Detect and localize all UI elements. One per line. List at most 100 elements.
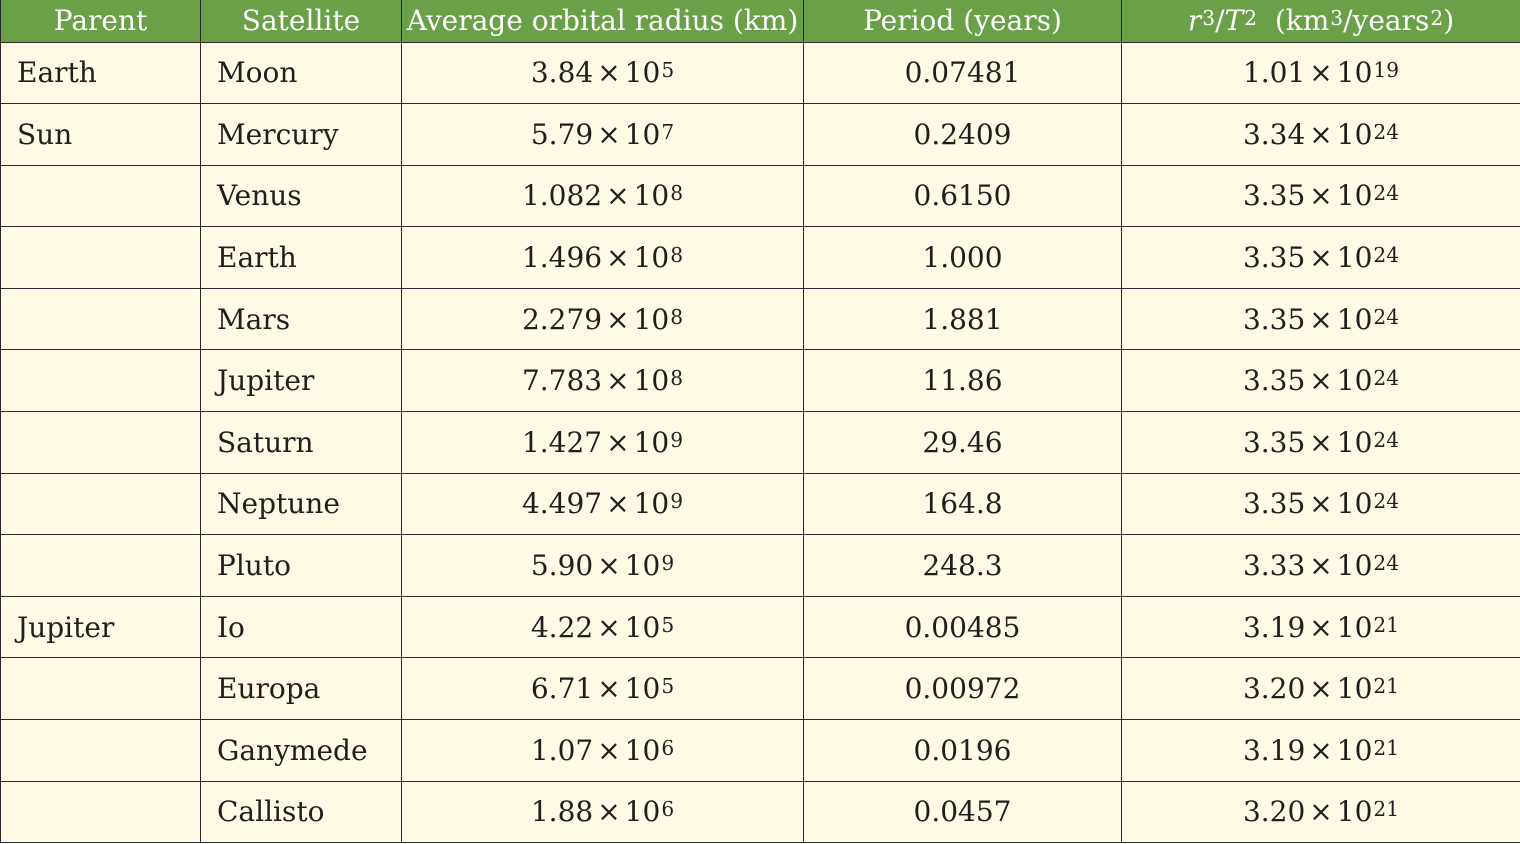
orbital-radius-cell: 3.84 × 105 bbox=[401, 41, 804, 105]
radius-exponent: 5 bbox=[661, 58, 675, 83]
ratio-cell: 3.35 × 1024 bbox=[1121, 411, 1520, 474]
radius-mantissa: 1.07 bbox=[530, 733, 594, 767]
header-ratio-unit-open: (km bbox=[1274, 3, 1330, 37]
header-ratio-t: T bbox=[1224, 3, 1244, 37]
ratio-exponent: 19 bbox=[1373, 58, 1400, 83]
ratio-base: 10 bbox=[1336, 795, 1373, 829]
times-sign: × bbox=[606, 425, 630, 459]
orbital-radius-cell: 5.79 × 107 bbox=[401, 103, 804, 166]
table-row: Europa 6.71 × 105 0.00972 3.20 × 1021 bbox=[0, 657, 1520, 721]
ratio-exponent: 24 bbox=[1373, 243, 1400, 268]
radius-mantissa: 1.082 bbox=[521, 179, 603, 213]
radius-exponent: 7 bbox=[661, 119, 675, 144]
period-cell: 11.86 bbox=[803, 349, 1122, 413]
period-cell: 1.000 bbox=[803, 226, 1122, 289]
header-ratio-t-exp: 2 bbox=[1244, 5, 1258, 30]
radius-mantissa: 1.88 bbox=[530, 795, 594, 829]
ratio-cell: 3.35 × 1024 bbox=[1121, 349, 1520, 413]
satellite-cell: Mercury bbox=[200, 103, 402, 166]
header-ratio: r3/T2 (km3/years2) bbox=[1121, 0, 1520, 43]
ratio-cell: 3.35 × 1024 bbox=[1121, 472, 1520, 536]
ratio-exponent: 21 bbox=[1373, 735, 1400, 760]
times-sign: × bbox=[606, 302, 630, 336]
table-row: Saturn 1.427 × 109 29.46 3.35 × 1024 bbox=[0, 411, 1520, 474]
orbital-radius-cell: 4.497 × 109 bbox=[401, 472, 804, 536]
radius-exponent: 9 bbox=[661, 551, 675, 576]
radius-base: 10 bbox=[624, 672, 661, 706]
orbital-radius-cell: 7.783 × 108 bbox=[401, 349, 804, 413]
orbital-radius-cell: 1.496 × 108 bbox=[401, 226, 804, 289]
radius-mantissa: 7.783 bbox=[521, 364, 603, 398]
ratio-cell: 3.19 × 1021 bbox=[1121, 595, 1520, 659]
period-cell: 0.2409 bbox=[803, 103, 1122, 166]
times-sign: × bbox=[597, 733, 621, 767]
radius-base: 10 bbox=[624, 56, 661, 90]
ratio-base: 10 bbox=[1336, 425, 1373, 459]
header-ratio-slash: / bbox=[1215, 3, 1225, 37]
ratio-cell: 3.35 × 1024 bbox=[1121, 164, 1520, 228]
ratio-exponent: 24 bbox=[1373, 427, 1400, 452]
period-cell: 0.00485 bbox=[803, 595, 1122, 659]
ratio-mantissa: 3.34 bbox=[1242, 117, 1306, 151]
times-sign: × bbox=[1309, 795, 1333, 829]
ratio-cell: 3.33 × 1024 bbox=[1121, 534, 1520, 597]
parent-cell: Sun bbox=[0, 103, 201, 166]
times-sign: × bbox=[597, 117, 621, 151]
times-sign: × bbox=[1309, 549, 1333, 583]
times-sign: × bbox=[1309, 117, 1333, 151]
ratio-mantissa: 3.35 bbox=[1242, 487, 1306, 521]
radius-base: 10 bbox=[633, 364, 670, 398]
ratio-mantissa: 3.35 bbox=[1242, 425, 1306, 459]
radius-mantissa: 5.90 bbox=[530, 549, 594, 583]
radius-exponent: 9 bbox=[670, 427, 684, 452]
radius-exponent: 8 bbox=[670, 366, 684, 391]
period-cell: 0.6150 bbox=[803, 164, 1122, 228]
ratio-base: 10 bbox=[1336, 302, 1373, 336]
radius-mantissa: 4.497 bbox=[521, 487, 603, 521]
times-sign: × bbox=[597, 795, 621, 829]
ratio-exponent: 24 bbox=[1373, 181, 1400, 206]
orbital-radius-cell: 5.90 × 109 bbox=[401, 534, 804, 597]
table-body: Earth Moon 3.84 × 105 0.07481 1.01 × 1019 Su… bbox=[0, 41, 1520, 844]
times-sign: × bbox=[1309, 241, 1333, 275]
ratio-base: 10 bbox=[1336, 364, 1373, 398]
parent-cell bbox=[0, 226, 201, 289]
ratio-mantissa: 3.35 bbox=[1242, 302, 1306, 336]
period-cell: 1.881 bbox=[803, 287, 1122, 351]
times-sign: × bbox=[1309, 56, 1333, 90]
table-row: Earth 1.496 × 108 1.000 3.35 × 1024 bbox=[0, 226, 1520, 289]
header-ratio-unit-exp1: 3 bbox=[1330, 5, 1344, 30]
header-ratio-r-exp: 3 bbox=[1202, 5, 1216, 30]
ratio-mantissa: 3.35 bbox=[1242, 364, 1306, 398]
period-cell: 0.07481 bbox=[803, 41, 1122, 105]
table-header: Parent Satellite Average orbital radius … bbox=[0, 0, 1520, 43]
ratio-base: 10 bbox=[1336, 56, 1373, 90]
orbital-radius-cell: 1.07 × 106 bbox=[401, 719, 804, 782]
radius-base: 10 bbox=[633, 425, 670, 459]
ratio-cell: 3.35 × 1024 bbox=[1121, 287, 1520, 351]
radius-mantissa: 2.279 bbox=[521, 302, 603, 336]
satellite-cell: Mars bbox=[200, 287, 402, 351]
times-sign: × bbox=[1309, 302, 1333, 336]
parent-cell bbox=[0, 719, 201, 782]
parent-cell: Earth bbox=[0, 41, 201, 105]
ratio-base: 10 bbox=[1336, 179, 1373, 213]
radius-exponent: 5 bbox=[661, 674, 675, 699]
times-sign: × bbox=[606, 241, 630, 275]
ratio-mantissa: 3.35 bbox=[1242, 241, 1306, 275]
ratio-mantissa: 3.20 bbox=[1242, 795, 1306, 829]
table-row: Earth Moon 3.84 × 105 0.07481 1.01 × 1019 bbox=[0, 41, 1520, 105]
ratio-base: 10 bbox=[1336, 610, 1373, 644]
period-cell: 0.0457 bbox=[803, 780, 1122, 844]
ratio-exponent: 24 bbox=[1373, 489, 1400, 514]
satellite-cell: Saturn bbox=[200, 411, 402, 474]
ratio-mantissa: 3.19 bbox=[1242, 610, 1306, 644]
ratio-base: 10 bbox=[1336, 733, 1373, 767]
ratio-base: 10 bbox=[1336, 672, 1373, 706]
times-sign: × bbox=[1309, 610, 1333, 644]
period-cell: 29.46 bbox=[803, 411, 1122, 474]
radius-mantissa: 3.84 bbox=[530, 56, 594, 90]
satellite-cell: Callisto bbox=[200, 780, 402, 844]
ratio-exponent: 24 bbox=[1373, 119, 1400, 144]
